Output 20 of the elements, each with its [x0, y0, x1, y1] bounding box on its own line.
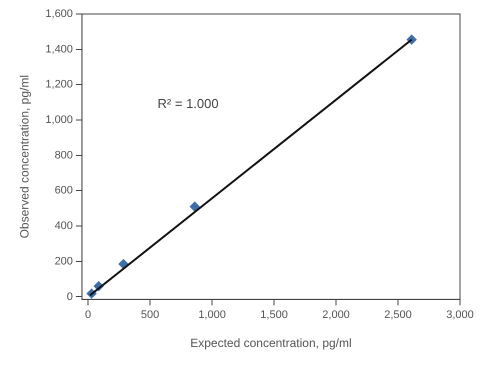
x-tick-label: 500: [140, 309, 160, 322]
x-tick-label: 2,000: [322, 309, 350, 322]
annotation: R² = 1.000: [158, 96, 219, 112]
y-axis-title: Observed concentration, pg/ml: [18, 74, 32, 238]
x-axis-title: Expected concentration, pg/ml: [190, 336, 352, 350]
y-tick-label: 1,200: [45, 78, 73, 91]
y-tick-label: 600: [54, 184, 73, 197]
point: [190, 202, 200, 212]
x-tick-label: 1,000: [198, 309, 226, 322]
x-tick-label: 3,000: [446, 309, 474, 322]
y-tick-label: 1,600: [45, 8, 73, 20]
x-tick-label: 1,500: [260, 309, 288, 322]
x-tick-label: 2,500: [384, 309, 412, 322]
y-tick-label: 800: [54, 149, 73, 162]
x-tick-label: 0: [85, 309, 92, 322]
y-tick-label: 400: [54, 220, 73, 232]
y-tick-label: 1,400: [45, 43, 73, 56]
y-tick-label: 1,000: [45, 114, 73, 126]
y-tick-label: 0: [66, 290, 73, 303]
y-tick-label: 200: [54, 255, 73, 268]
